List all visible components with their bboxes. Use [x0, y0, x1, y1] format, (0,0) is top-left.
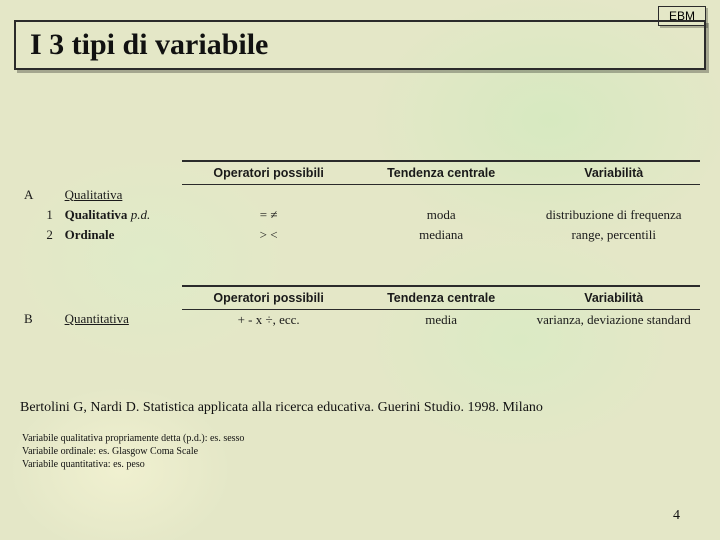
- title-box: I 3 tipi di variabile: [14, 20, 706, 70]
- row-variability: varianza, deviazione standard: [527, 309, 700, 330]
- row-variability: range, percentili: [527, 225, 700, 245]
- row-name-main: Qualitativa: [65, 207, 128, 222]
- row-central: media: [355, 309, 528, 330]
- table-row: 2 Ordinale > < mediana range, percentili: [20, 225, 700, 245]
- footnote-line: Variabile qualitativa propriamente detta…: [22, 432, 244, 445]
- row-number: 1: [42, 205, 60, 225]
- row-operators: = ≠: [182, 205, 355, 225]
- slide: EBM I 3 tipi di variabile Operatori poss…: [0, 0, 720, 540]
- row-name-main: Ordinale: [65, 227, 115, 242]
- section-a-marker: A: [20, 185, 42, 205]
- col-header-operators: Operatori possibili: [182, 286, 355, 310]
- section-a-label: Qualitativa: [61, 185, 183, 205]
- citation-text: Bertolini G, Nardi D. Statistica applica…: [20, 400, 700, 416]
- col-header-central: Tendenza centrale: [355, 161, 528, 185]
- row-central: moda: [355, 205, 528, 225]
- col-header-variability: Variabilità: [527, 286, 700, 310]
- section-b-label: Quantitativa: [61, 309, 183, 330]
- table-header-row: Operatori possibili Tendenza centrale Va…: [20, 286, 700, 310]
- row-name: Qualitativa p.d.: [61, 205, 183, 225]
- row-variability: distribuzione di frequenza: [527, 205, 700, 225]
- slide-number: 4: [673, 508, 680, 524]
- row-number: 2: [42, 225, 60, 245]
- table-header-row: Operatori possibili Tendenza centrale Va…: [20, 161, 700, 185]
- table-row: 1 Qualitativa p.d. = ≠ moda distribuzion…: [20, 205, 700, 225]
- row-name-suffix: p.d.: [131, 207, 151, 222]
- page-title: I 3 tipi di variabile: [30, 28, 690, 62]
- row-central: mediana: [355, 225, 528, 245]
- variables-table: Operatori possibili Tendenza centrale Va…: [20, 160, 700, 330]
- row-name: Ordinale: [61, 225, 183, 245]
- col-header-variability: Variabilità: [527, 161, 700, 185]
- section-b-row: B Quantitativa + - x ÷, ecc. media varia…: [20, 309, 700, 330]
- content-area: Operatori possibili Tendenza centrale Va…: [20, 160, 700, 330]
- row-operators: + - x ÷, ecc.: [182, 309, 355, 330]
- col-header-operators: Operatori possibili: [182, 161, 355, 185]
- footnote-line: Variabile ordinale: es. Glasgow Coma Sca…: [22, 445, 244, 458]
- footnote-line: Variabile quantitativa: es. peso: [22, 458, 244, 471]
- col-header-central: Tendenza centrale: [355, 286, 528, 310]
- footnotes: Variabile qualitativa propriamente detta…: [22, 432, 244, 471]
- row-operators: > <: [182, 225, 355, 245]
- section-b-marker: B: [20, 309, 42, 330]
- section-a-row: A Qualitativa: [20, 185, 700, 205]
